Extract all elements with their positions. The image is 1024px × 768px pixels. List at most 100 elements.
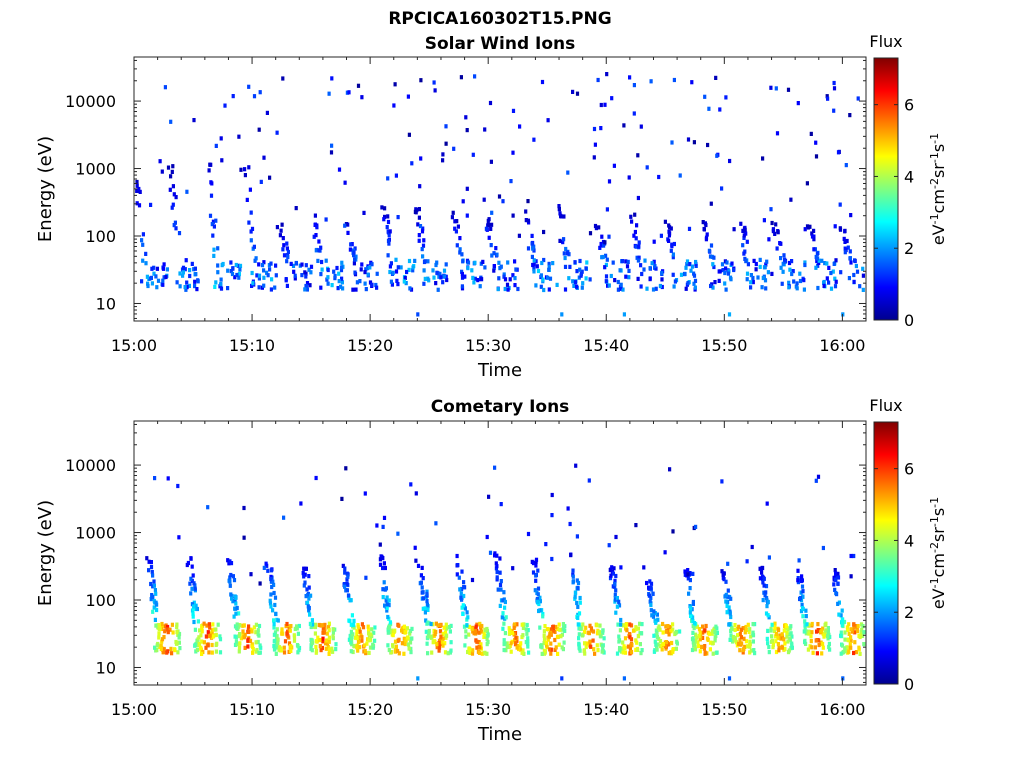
flux-cell <box>553 647 557 652</box>
flux-cell <box>352 643 356 649</box>
flux-cell <box>809 131 813 136</box>
flux-cell <box>381 595 385 600</box>
flux-cell <box>603 265 607 270</box>
flux-cell <box>792 279 796 284</box>
flux-cell <box>409 482 413 487</box>
flux-cell <box>319 285 323 290</box>
flux-cell <box>235 625 239 631</box>
flux-cell <box>671 627 675 632</box>
flux-cell <box>234 639 238 644</box>
flux-cell <box>775 131 780 136</box>
flux-cell <box>447 625 451 630</box>
flux-cell <box>508 277 512 282</box>
flux-cell <box>364 287 368 292</box>
flux-cell <box>200 639 204 644</box>
flux-cell <box>578 600 582 605</box>
flux-cell <box>693 645 697 650</box>
flux-cell <box>659 233 663 238</box>
flux-cell <box>525 631 529 636</box>
flux-cell <box>804 629 808 634</box>
flux-cell <box>558 627 562 632</box>
flux-cell <box>218 634 222 639</box>
flux-cell <box>832 108 836 113</box>
flux-cell <box>843 239 847 244</box>
flux-cell <box>321 626 325 631</box>
flux-cell <box>272 582 276 587</box>
flux-cell <box>733 638 738 643</box>
flux-cell <box>253 258 257 263</box>
flux-cell <box>387 232 391 237</box>
flux-cell <box>327 625 331 630</box>
flux-cell <box>751 275 755 281</box>
flux-cell <box>337 279 341 284</box>
flux-cell <box>513 276 517 281</box>
flux-cell <box>532 266 536 272</box>
flux-cell <box>473 74 477 79</box>
flux-cell <box>507 644 511 650</box>
flux-cell <box>214 143 218 148</box>
flux-cell <box>765 636 769 641</box>
flux-cell <box>633 212 637 217</box>
flux-cell <box>477 650 482 655</box>
flux-cell <box>320 623 324 628</box>
flux-cell <box>547 634 551 639</box>
flux-cell <box>386 219 391 225</box>
flux-cell <box>454 229 458 234</box>
flux-cell <box>831 269 835 274</box>
flux-cell <box>346 593 351 598</box>
flux-cell <box>837 612 841 617</box>
flux-cell <box>343 570 347 575</box>
flux-cell <box>162 275 166 280</box>
flux-cell <box>464 115 468 120</box>
flux-cell <box>731 634 736 640</box>
flux-cell <box>327 651 331 656</box>
flux-cell <box>149 275 153 280</box>
flux-cell <box>526 199 530 204</box>
flux-cell <box>839 270 843 275</box>
flux-cell <box>522 651 526 656</box>
flux-cell <box>173 648 177 653</box>
flux-cell <box>660 647 664 652</box>
flux-cell <box>607 179 612 184</box>
flux-cell <box>438 623 442 628</box>
flux-cell <box>334 647 338 652</box>
flux-cell <box>550 627 554 632</box>
flux-cell <box>603 102 607 107</box>
flux-cell <box>745 271 750 276</box>
flux-cell <box>229 572 233 578</box>
flux-cell <box>625 628 629 633</box>
flux-cell <box>477 645 482 650</box>
flux-cell <box>581 622 585 627</box>
flux-cell <box>515 622 519 627</box>
flux-cell <box>166 624 170 630</box>
y-tick-label: 1000 <box>75 524 116 543</box>
flux-cell <box>194 649 198 654</box>
flux-cell <box>307 267 311 272</box>
flux-cell <box>649 581 654 586</box>
flux-cell <box>557 206 561 212</box>
flux-cell <box>513 283 517 288</box>
flux-cell <box>854 263 858 269</box>
flux-cell <box>291 263 296 268</box>
flux-cell <box>424 629 428 634</box>
flux-cell <box>254 640 258 645</box>
flux-cell <box>157 631 161 636</box>
flux-cell <box>194 272 198 277</box>
flux-cell <box>325 641 330 646</box>
flux-cell <box>773 634 778 639</box>
flux-cell <box>573 260 577 265</box>
flux-cell <box>172 223 176 228</box>
flux-cell <box>211 233 215 238</box>
flux-cell <box>652 239 656 244</box>
flux-cell <box>788 267 792 272</box>
flux-cell <box>419 573 423 578</box>
flux-cell <box>170 651 174 656</box>
flux-cell <box>238 263 243 268</box>
flux-cell <box>273 595 278 600</box>
flux-cell <box>352 253 356 258</box>
flux-cell <box>465 617 469 622</box>
flux-cell <box>823 261 827 266</box>
flux-cell <box>138 189 142 194</box>
flux-cell <box>629 643 633 648</box>
flux-cell <box>159 646 163 652</box>
